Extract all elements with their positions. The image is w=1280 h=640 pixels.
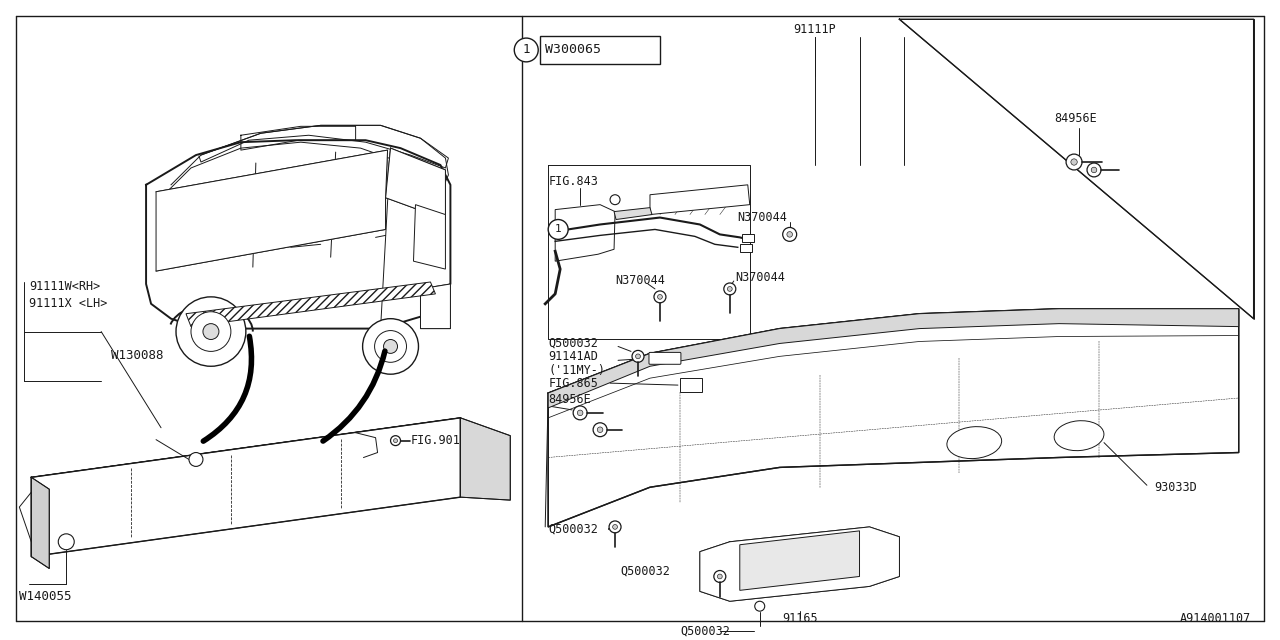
Text: N370044: N370044: [735, 271, 785, 284]
Polygon shape: [740, 531, 860, 590]
Circle shape: [717, 574, 722, 579]
Text: 93033D: 93033D: [1153, 481, 1197, 493]
Polygon shape: [900, 19, 1253, 319]
Circle shape: [59, 534, 74, 550]
Circle shape: [654, 291, 666, 303]
Circle shape: [727, 287, 732, 291]
Text: 91165: 91165: [782, 612, 818, 625]
Circle shape: [723, 283, 736, 295]
FancyArrowPatch shape: [323, 351, 385, 441]
Text: 1: 1: [522, 44, 530, 56]
Circle shape: [390, 436, 401, 445]
Text: W130088: W130088: [111, 349, 164, 362]
Polygon shape: [31, 418, 461, 557]
Circle shape: [515, 38, 538, 62]
FancyBboxPatch shape: [680, 378, 701, 392]
Text: FIG.865: FIG.865: [548, 376, 598, 390]
Circle shape: [658, 294, 662, 300]
Polygon shape: [186, 282, 435, 326]
Polygon shape: [461, 418, 511, 500]
Circle shape: [755, 601, 764, 611]
Circle shape: [573, 406, 588, 420]
Polygon shape: [31, 418, 479, 489]
Circle shape: [177, 297, 246, 366]
Circle shape: [362, 319, 419, 374]
Circle shape: [611, 195, 620, 205]
Circle shape: [787, 232, 792, 237]
Text: 91111X <LH>: 91111X <LH>: [29, 298, 108, 310]
FancyBboxPatch shape: [540, 36, 660, 64]
FancyBboxPatch shape: [742, 234, 754, 243]
FancyBboxPatch shape: [740, 244, 751, 252]
FancyArrowPatch shape: [204, 336, 251, 441]
Text: FIG.901: FIG.901: [411, 434, 461, 447]
Text: 91141AD: 91141AD: [548, 350, 598, 363]
Text: 84956E: 84956E: [1055, 112, 1097, 125]
Circle shape: [1071, 159, 1078, 165]
Polygon shape: [650, 185, 750, 214]
Polygon shape: [420, 284, 451, 328]
FancyBboxPatch shape: [649, 353, 681, 364]
Text: 1: 1: [554, 225, 562, 234]
Circle shape: [1087, 163, 1101, 177]
Text: W300065: W300065: [545, 44, 602, 56]
Circle shape: [189, 452, 204, 467]
Text: A914001107: A914001107: [1179, 612, 1251, 625]
Text: Q500032: Q500032: [620, 565, 669, 578]
Text: 91111P: 91111P: [794, 22, 836, 36]
Text: Q500032: Q500032: [548, 337, 598, 350]
Ellipse shape: [947, 427, 1002, 459]
Circle shape: [375, 331, 407, 362]
Circle shape: [548, 220, 568, 239]
Text: FIG.843: FIG.843: [548, 175, 598, 188]
Text: Q500032: Q500032: [680, 625, 730, 637]
Text: N370044: N370044: [616, 275, 664, 287]
Polygon shape: [548, 308, 1239, 527]
Polygon shape: [614, 207, 652, 220]
Text: N370044: N370044: [737, 211, 787, 224]
Polygon shape: [548, 308, 1239, 408]
Circle shape: [204, 324, 219, 339]
Polygon shape: [413, 205, 445, 269]
Polygon shape: [385, 148, 445, 220]
Circle shape: [636, 354, 640, 359]
Circle shape: [1092, 167, 1097, 173]
Circle shape: [714, 570, 726, 582]
Polygon shape: [156, 150, 388, 271]
Text: W140055: W140055: [19, 590, 72, 603]
Polygon shape: [31, 477, 50, 568]
Circle shape: [1066, 154, 1082, 170]
Circle shape: [782, 227, 796, 241]
Polygon shape: [556, 205, 616, 261]
Circle shape: [384, 339, 398, 353]
Circle shape: [613, 525, 617, 529]
Polygon shape: [700, 527, 900, 601]
Text: Q500032: Q500032: [548, 522, 598, 536]
Text: 91111W<RH>: 91111W<RH>: [29, 280, 101, 294]
Circle shape: [632, 351, 644, 362]
Circle shape: [593, 423, 607, 436]
Ellipse shape: [1055, 420, 1103, 451]
Circle shape: [598, 427, 603, 433]
Text: 84956E: 84956E: [548, 394, 591, 406]
Circle shape: [577, 410, 582, 415]
Circle shape: [393, 438, 398, 443]
Circle shape: [191, 312, 230, 351]
Circle shape: [609, 521, 621, 533]
Text: ('11MY-): ('11MY-): [548, 364, 605, 377]
